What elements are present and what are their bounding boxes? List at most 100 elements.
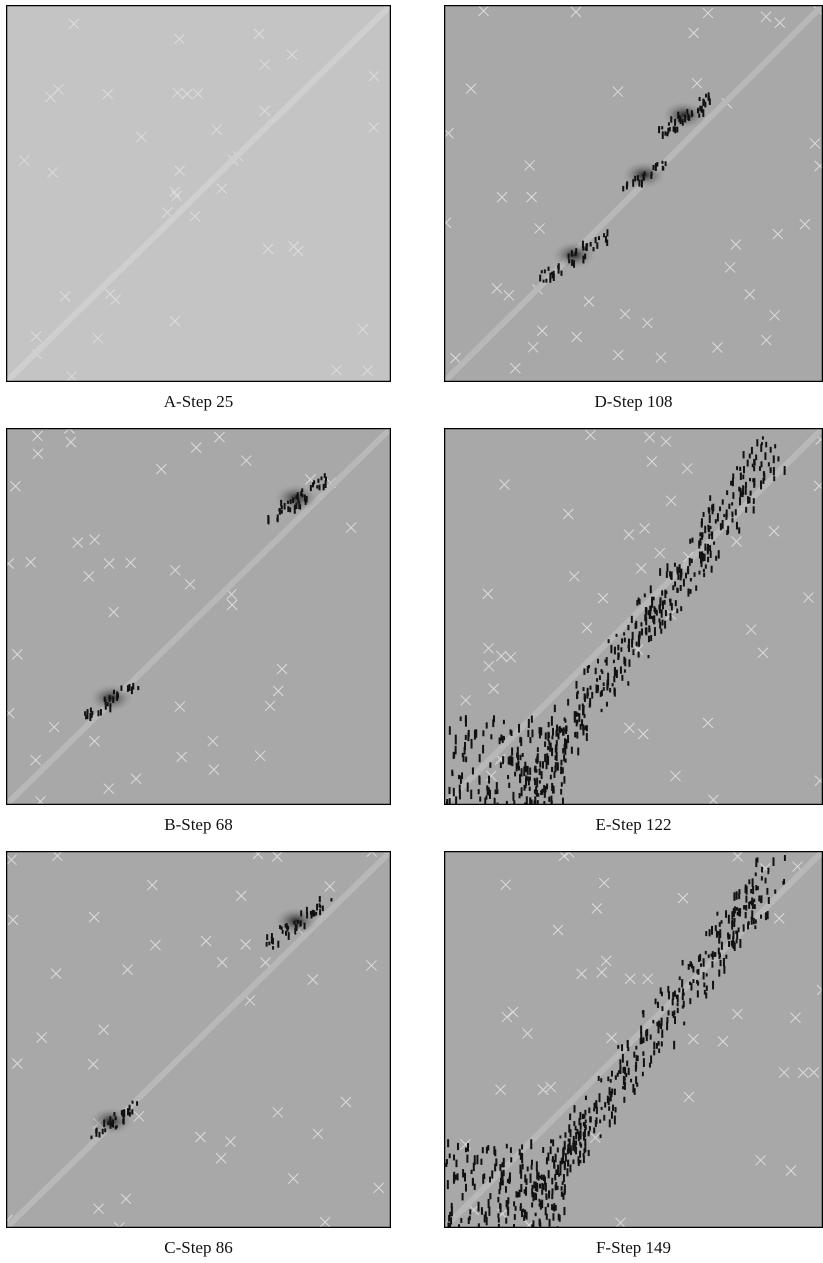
crack-dot	[474, 1184, 476, 1190]
crack-dot	[539, 761, 541, 767]
crack-dot	[765, 442, 767, 448]
crack-dot	[704, 102, 706, 108]
crack-dot	[534, 766, 536, 773]
crack-dot	[736, 939, 738, 943]
crack-dot	[471, 1170, 473, 1174]
crack-dot	[576, 720, 578, 727]
crack-dot	[565, 1153, 567, 1162]
crack-dot	[449, 798, 451, 805]
crack-dot	[547, 1203, 549, 1207]
crack-dot	[123, 1112, 125, 1118]
crack-dot	[603, 687, 605, 691]
crack-dot	[550, 1139, 552, 1143]
crack-dot	[552, 275, 554, 279]
crack-dot	[734, 943, 736, 951]
crack-dot	[660, 987, 662, 993]
crack-dot	[755, 919, 757, 923]
crack-dot	[686, 109, 688, 114]
crack-dot	[617, 653, 619, 660]
crack-dot	[615, 1107, 617, 1113]
crack-dot	[316, 485, 318, 488]
crack-dot	[701, 518, 703, 525]
crack-dot	[742, 491, 744, 495]
crack-dot	[451, 1203, 453, 1208]
crack-dot	[590, 242, 592, 247]
crack-dot	[485, 795, 487, 799]
crack-dot	[548, 722, 550, 727]
crack-dot	[768, 897, 770, 904]
crack-dot	[496, 789, 498, 794]
crack-dot	[736, 522, 738, 530]
crack-dot	[658, 1048, 660, 1053]
crack-dot	[642, 1072, 644, 1077]
crack-dot	[676, 609, 678, 614]
crack-dot	[719, 506, 721, 511]
crack-dot	[500, 762, 502, 768]
crack-dot	[661, 161, 663, 164]
crack-dot	[464, 742, 466, 750]
crack-dot	[653, 1042, 655, 1050]
crack-dot	[281, 505, 283, 509]
crack-dot	[599, 1093, 601, 1102]
crack-dot	[716, 912, 718, 916]
crack-dot	[664, 590, 666, 598]
crack-dot	[651, 597, 653, 603]
crack-dot	[644, 172, 646, 176]
crack-dot	[608, 1106, 610, 1111]
crack-dot	[703, 569, 705, 573]
crack-dot	[448, 787, 450, 794]
crack-dot	[635, 1076, 637, 1084]
crack-dot	[743, 466, 745, 473]
simulation-image	[6, 5, 391, 382]
crack-dot	[662, 166, 664, 170]
crack-dot	[292, 497, 294, 503]
crack-dot	[559, 1161, 561, 1170]
crack-dot	[678, 115, 680, 122]
crack-dot	[728, 941, 730, 947]
crack-dot	[656, 1043, 658, 1049]
crack-dot	[460, 1218, 462, 1223]
crack-dot	[447, 1180, 449, 1189]
crack-dot	[611, 1071, 613, 1077]
crack-dot	[721, 942, 723, 950]
crack-dot	[486, 1147, 488, 1154]
crack-dot	[662, 131, 664, 139]
crack-dot	[129, 1105, 131, 1111]
crack-dot	[550, 775, 552, 780]
crack-dot	[650, 635, 652, 641]
crack-dot	[713, 541, 715, 544]
crack-dot	[563, 729, 565, 736]
crack-dot	[279, 925, 281, 929]
crack-dot	[671, 603, 673, 610]
crack-dot	[598, 1076, 600, 1081]
crack-dot	[310, 485, 312, 491]
crack-dot	[684, 115, 686, 123]
crack-dot	[650, 1035, 652, 1040]
crack-dot	[755, 455, 757, 461]
crack-dot	[773, 455, 775, 463]
crack-dot	[557, 1148, 559, 1153]
crack-dot	[689, 539, 691, 544]
crack-dot	[622, 1054, 624, 1063]
crack-dot	[550, 1146, 552, 1154]
crack-dot	[132, 683, 134, 690]
crack-dot	[547, 746, 549, 750]
crack-dot	[610, 1079, 612, 1083]
crack-dot	[706, 973, 708, 976]
crack-dot	[322, 906, 324, 912]
crack-dot	[287, 501, 289, 504]
crack-dot	[745, 896, 747, 903]
crack-dot	[711, 566, 713, 573]
crack-dot	[482, 730, 484, 736]
crack-dot	[508, 783, 510, 788]
crack-dot	[593, 247, 595, 251]
crack-dot	[747, 922, 749, 929]
crack-dot	[569, 1114, 571, 1121]
crack-dot	[705, 951, 707, 954]
crack-dot	[682, 988, 684, 993]
crack-dot	[547, 732, 549, 741]
crack-dot	[702, 553, 704, 561]
crack-dot	[621, 1044, 623, 1051]
crack-dot	[564, 719, 566, 723]
crack-dot	[674, 992, 676, 995]
